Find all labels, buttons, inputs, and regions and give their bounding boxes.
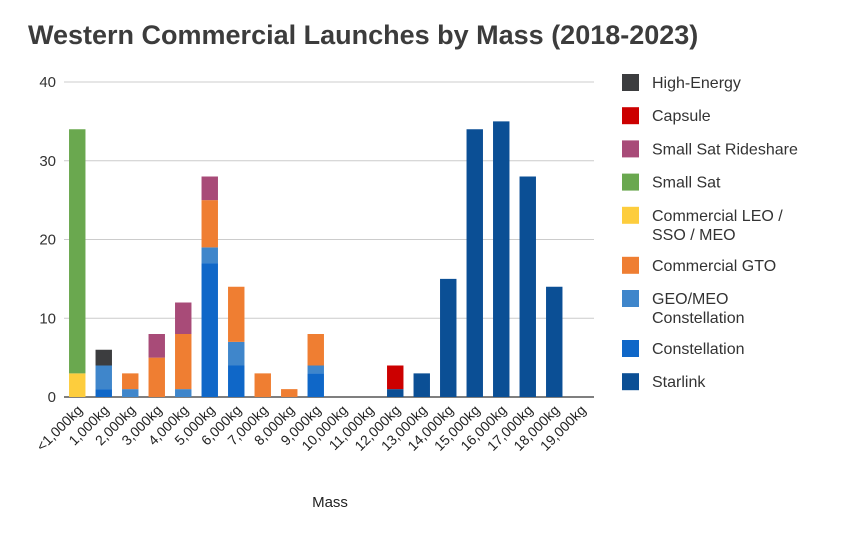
- bar-segment[interactable]: [387, 365, 404, 390]
- legend[interactable]: High-Energy Capsule Small Sat Rideshare Sma…: [622, 74, 798, 391]
- legend-label: Small Sat Rideshare: [652, 141, 798, 158]
- legend-label: Starlink: [652, 374, 706, 391]
- legend-item[interactable]: Small Sat: [622, 173, 721, 192]
- bar-segment[interactable]: [122, 373, 139, 390]
- legend-swatch: [622, 373, 639, 391]
- bar-segment[interactable]: [307, 373, 324, 397]
- bar-segment[interactable]: [201, 200, 218, 248]
- bar-segment[interactable]: [95, 349, 112, 366]
- legend-swatch: [622, 256, 639, 274]
- legend-swatch: [622, 107, 639, 125]
- bar-segment[interactable]: [466, 129, 483, 397]
- legend-label: Commercial LEO / SSO / MEO: [652, 208, 783, 244]
- y-tick-label: 30: [39, 153, 56, 170]
- legend-item[interactable]: Starlink: [622, 373, 706, 391]
- bar-segment[interactable]: [148, 334, 165, 358]
- legend-label: Capsule: [652, 108, 711, 125]
- bar-segment[interactable]: [228, 341, 245, 366]
- bar-segment[interactable]: [122, 389, 139, 397]
- x-tick-labels: <1,000kg1,000kg2,000kg3,000kg4,000kg5,00…: [33, 402, 589, 454]
- legend-item[interactable]: Commercial GTO: [622, 256, 776, 275]
- bar-segment[interactable]: [69, 373, 86, 397]
- y-tick-labels: 0 10 20 30 40: [39, 74, 56, 406]
- bar-segment[interactable]: [546, 286, 563, 397]
- legend-swatch: [622, 290, 639, 307]
- bar-segment[interactable]: [175, 389, 192, 397]
- y-tick-label: 40: [39, 74, 56, 91]
- legend-item[interactable]: Constellation: [622, 340, 745, 358]
- legend-label: Constellation: [652, 341, 745, 358]
- chart-title: Western Commercial Launches by Mass (201…: [28, 20, 699, 50]
- bar-segment[interactable]: [228, 286, 245, 342]
- legend-swatch: [622, 340, 639, 357]
- bar-segment[interactable]: [281, 389, 298, 397]
- bar-segment[interactable]: [413, 373, 430, 397]
- bar-segment[interactable]: [307, 365, 324, 374]
- bar-segment[interactable]: [201, 263, 218, 397]
- bar-segment[interactable]: [519, 176, 536, 398]
- legend-item[interactable]: Small Sat Rideshare: [622, 140, 798, 158]
- legend-label: GEO/MEO Constellation: [652, 291, 745, 327]
- legend-label: Small Sat: [652, 175, 721, 192]
- legend-label: Commercial GTO: [652, 258, 776, 275]
- bar-segment[interactable]: [387, 389, 404, 397]
- bars: [69, 121, 563, 398]
- bar-segment[interactable]: [254, 373, 271, 397]
- y-tick-label: 10: [39, 310, 56, 327]
- bar-segment[interactable]: [69, 129, 86, 374]
- bar-segment[interactable]: [201, 247, 218, 264]
- gridlines: [64, 81, 594, 398]
- bar-segment[interactable]: [307, 334, 324, 366]
- bar-segment[interactable]: [493, 121, 510, 397]
- bar-segment[interactable]: [440, 278, 457, 397]
- legend-item[interactable]: Capsule: [622, 107, 711, 125]
- bar-segment[interactable]: [95, 365, 112, 390]
- legend-item[interactable]: GEO/MEO Constellation: [622, 290, 745, 327]
- bar-segment[interactable]: [228, 365, 245, 398]
- bar-segment[interactable]: [148, 357, 165, 397]
- legend-swatch: [622, 74, 639, 91]
- bar-segment[interactable]: [175, 302, 192, 335]
- legend-swatch: [622, 140, 639, 158]
- legend-swatch: [622, 206, 639, 224]
- legend-label: High-Energy: [652, 75, 741, 92]
- legend-swatch: [622, 173, 639, 191]
- bar-segment[interactable]: [175, 334, 192, 390]
- x-axis-label: Mass: [312, 494, 348, 511]
- y-tick-label: 0: [48, 389, 56, 406]
- bar-segment[interactable]: [95, 389, 112, 397]
- bar-segment[interactable]: [201, 176, 218, 201]
- legend-item[interactable]: Commercial LEO / SSO / MEO: [622, 206, 783, 244]
- y-tick-label: 20: [39, 232, 56, 249]
- legend-item[interactable]: High-Energy: [622, 74, 741, 92]
